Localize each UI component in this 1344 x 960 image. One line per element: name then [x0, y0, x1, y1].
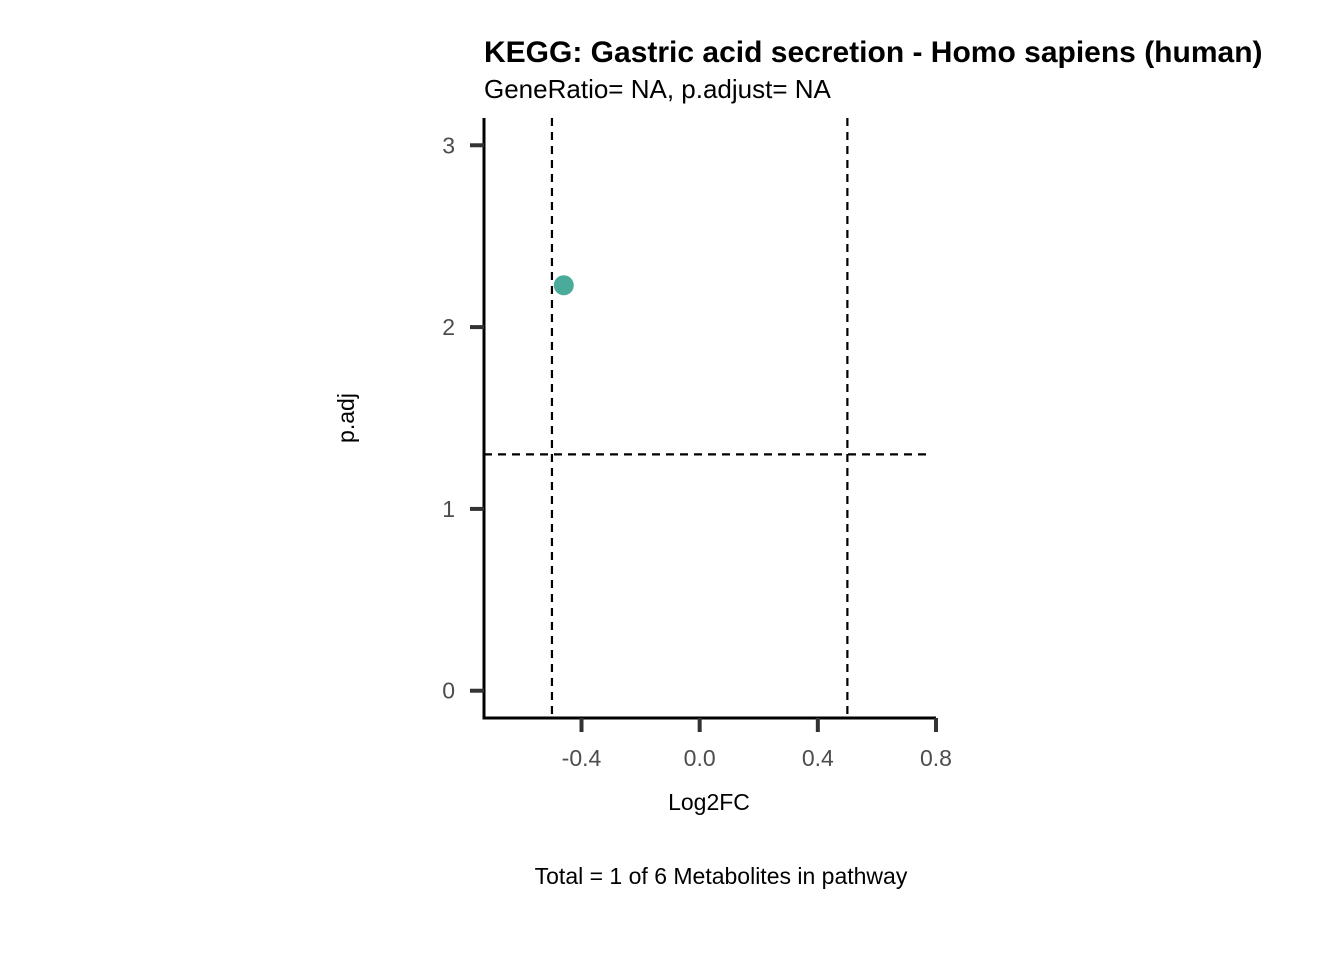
x-tick-label: 0.4 — [802, 745, 834, 771]
y-axis-ticks: 0 1 2 3 — [442, 132, 484, 704]
y-axis-title: p.adj — [333, 393, 359, 443]
chart-title: KEGG: Gastric acid secretion - Homo sapi… — [484, 36, 1263, 69]
y-tick-label: 3 — [442, 132, 455, 158]
data-point — [553, 275, 574, 296]
x-tick-label: 0.0 — [684, 745, 716, 771]
x-tick-label: 0.8 — [920, 745, 952, 771]
chart-caption: Total = 1 of 6 Metabolites in pathway — [535, 863, 908, 889]
x-axis-ticks: -0.4 0.0 0.4 0.8 — [562, 718, 952, 771]
y-tick-label: 1 — [442, 496, 455, 522]
y-tick-label: 2 — [442, 314, 455, 340]
data-points — [553, 275, 574, 296]
reference-lines — [484, 118, 930, 718]
x-tick-label: -0.4 — [562, 745, 602, 771]
x-axis-title: Log2FC — [668, 789, 750, 815]
chart-subtitle: GeneRatio= NA, p.adjust= NA — [484, 74, 832, 104]
y-tick-label: 0 — [442, 678, 455, 704]
